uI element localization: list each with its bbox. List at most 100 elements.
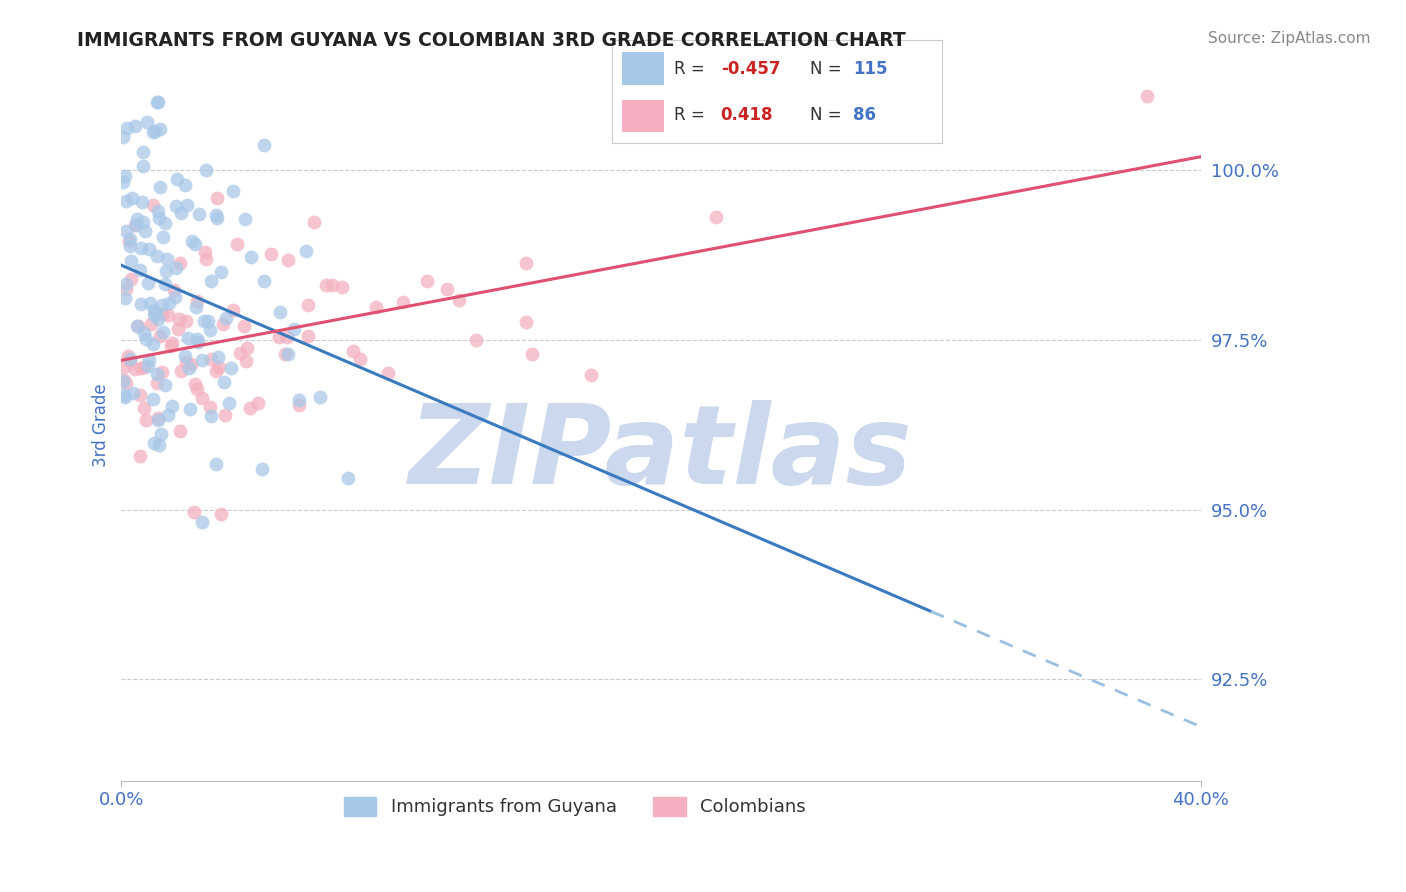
- Point: [288, 398, 311, 412]
- Point: [235, 354, 257, 368]
- Point: [297, 298, 319, 312]
- Point: [177, 361, 200, 376]
- Point: [184, 236, 207, 251]
- Point: [330, 280, 353, 294]
- Point: [222, 184, 245, 198]
- Point: [125, 318, 148, 333]
- Point: [232, 318, 254, 333]
- Point: [193, 314, 215, 328]
- Point: [125, 218, 148, 232]
- Point: [169, 424, 191, 438]
- Point: [349, 352, 371, 367]
- Point: [190, 352, 212, 367]
- Point: [391, 295, 413, 310]
- Point: [142, 302, 165, 317]
- Point: [114, 291, 136, 305]
- Point: [269, 305, 291, 319]
- Point: [134, 224, 156, 238]
- Point: [155, 277, 177, 291]
- Point: [150, 365, 173, 379]
- Point: [118, 239, 141, 253]
- Point: [209, 264, 232, 278]
- Point: [176, 198, 198, 212]
- Point: [148, 438, 170, 452]
- Text: N =: N =: [810, 106, 841, 124]
- Point: [239, 401, 262, 416]
- Point: [235, 341, 257, 355]
- Point: [118, 351, 141, 366]
- Point: [118, 234, 141, 248]
- Point: [149, 122, 172, 136]
- Point: [160, 335, 183, 350]
- Point: [145, 306, 167, 320]
- Point: [120, 254, 142, 268]
- Point: [253, 274, 276, 288]
- Point: [127, 318, 149, 333]
- Point: [190, 391, 212, 405]
- Point: [132, 215, 155, 229]
- Point: [200, 274, 222, 288]
- Point: [214, 408, 236, 422]
- Point: [138, 242, 160, 256]
- Point: [321, 278, 343, 293]
- Point: [464, 334, 486, 348]
- Point: [165, 199, 187, 213]
- Text: 86: 86: [853, 106, 876, 124]
- Point: [120, 272, 142, 286]
- Point: [233, 211, 256, 226]
- Text: R =: R =: [675, 60, 706, 78]
- Point: [139, 295, 162, 310]
- Point: [143, 308, 166, 322]
- Point: [146, 95, 169, 110]
- Point: [186, 382, 208, 396]
- Point: [309, 390, 332, 404]
- Point: [115, 224, 138, 238]
- Point: [246, 395, 269, 409]
- Point: [194, 252, 217, 267]
- Point: [167, 312, 190, 326]
- Point: [200, 352, 222, 367]
- Point: [115, 376, 138, 390]
- Point: [167, 322, 190, 336]
- Point: [148, 413, 170, 427]
- Point: [277, 252, 299, 267]
- Point: [145, 376, 167, 390]
- Point: [142, 392, 165, 406]
- Point: [274, 347, 297, 361]
- Point: [215, 311, 238, 326]
- Point: [150, 297, 173, 311]
- Point: [129, 297, 152, 311]
- Point: [129, 262, 152, 277]
- Point: [297, 329, 319, 343]
- Point: [315, 277, 337, 292]
- Point: [149, 328, 172, 343]
- Point: [121, 191, 143, 205]
- Point: [138, 353, 160, 368]
- Text: IMMIGRANTS FROM GUYANA VS COLOMBIAN 3RD GRADE CORRELATION CHART: IMMIGRANTS FROM GUYANA VS COLOMBIAN 3RD …: [77, 31, 905, 50]
- Point: [416, 274, 439, 288]
- Point: [436, 282, 458, 296]
- Point: [260, 247, 283, 261]
- Point: [162, 283, 184, 297]
- Point: [150, 307, 173, 321]
- Point: [156, 252, 179, 266]
- Point: [520, 347, 543, 361]
- Point: [136, 276, 159, 290]
- Point: [205, 191, 228, 205]
- Point: [152, 230, 174, 244]
- Text: 0.418: 0.418: [721, 106, 773, 124]
- Point: [186, 300, 208, 314]
- Point: [156, 409, 179, 423]
- Point: [157, 295, 180, 310]
- Point: [131, 159, 153, 173]
- Point: [156, 308, 179, 322]
- Point: [205, 211, 228, 226]
- Point: [155, 264, 177, 278]
- Point: [170, 206, 193, 220]
- Point: [142, 337, 165, 351]
- Point: [132, 145, 155, 160]
- Point: [117, 349, 139, 363]
- Point: [207, 350, 229, 364]
- Point: [134, 359, 156, 374]
- Point: [139, 317, 162, 331]
